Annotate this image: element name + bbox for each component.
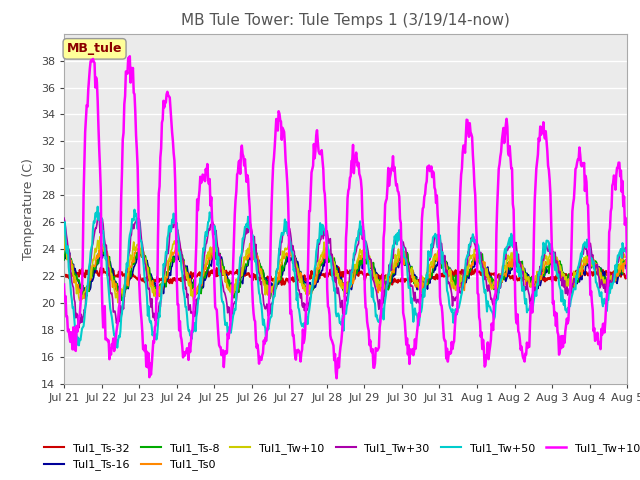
Text: MB_tule: MB_tule bbox=[67, 42, 122, 55]
Title: MB Tule Tower: Tule Temps 1 (3/19/14-now): MB Tule Tower: Tule Temps 1 (3/19/14-now… bbox=[181, 13, 510, 28]
Y-axis label: Temperature (C): Temperature (C) bbox=[22, 158, 35, 260]
Legend: Tul1_Ts-32, Tul1_Ts-16, Tul1_Ts-8, Tul1_Ts0, Tul1_Tw+10, Tul1_Tw+30, Tul1_Tw+50,: Tul1_Ts-32, Tul1_Ts-16, Tul1_Ts-8, Tul1_… bbox=[40, 439, 640, 475]
